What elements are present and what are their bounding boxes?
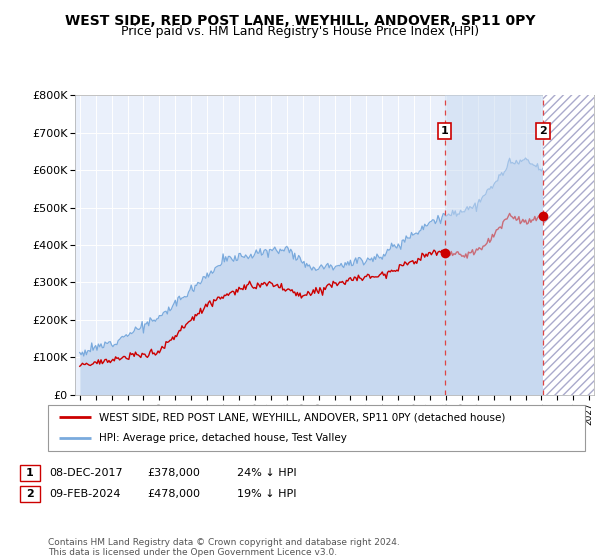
Text: 09-FEB-2024: 09-FEB-2024 xyxy=(49,489,121,499)
Text: Contains HM Land Registry data © Crown copyright and database right 2024.
This d: Contains HM Land Registry data © Crown c… xyxy=(48,538,400,557)
Text: HPI: Average price, detached house, Test Valley: HPI: Average price, detached house, Test… xyxy=(99,433,347,444)
Bar xyxy=(543,95,594,395)
Text: 24% ↓ HPI: 24% ↓ HPI xyxy=(237,468,296,478)
Text: 08-DEC-2017: 08-DEC-2017 xyxy=(49,468,123,478)
FancyBboxPatch shape xyxy=(48,405,585,451)
Text: 2: 2 xyxy=(26,489,34,499)
Text: 2: 2 xyxy=(539,126,547,136)
Text: WEST SIDE, RED POST LANE, WEYHILL, ANDOVER, SP11 0PY: WEST SIDE, RED POST LANE, WEYHILL, ANDOV… xyxy=(65,14,535,28)
Text: 1: 1 xyxy=(26,468,34,478)
Bar xyxy=(543,95,594,395)
Text: 1: 1 xyxy=(441,126,449,136)
Text: WEST SIDE, RED POST LANE, WEYHILL, ANDOVER, SP11 0PY (detached house): WEST SIDE, RED POST LANE, WEYHILL, ANDOV… xyxy=(99,412,505,422)
Text: Price paid vs. HM Land Registry's House Price Index (HPI): Price paid vs. HM Land Registry's House … xyxy=(121,25,479,38)
Text: £378,000: £378,000 xyxy=(147,468,200,478)
Text: 19% ↓ HPI: 19% ↓ HPI xyxy=(237,489,296,499)
Text: £478,000: £478,000 xyxy=(147,489,200,499)
Bar xyxy=(445,95,543,395)
